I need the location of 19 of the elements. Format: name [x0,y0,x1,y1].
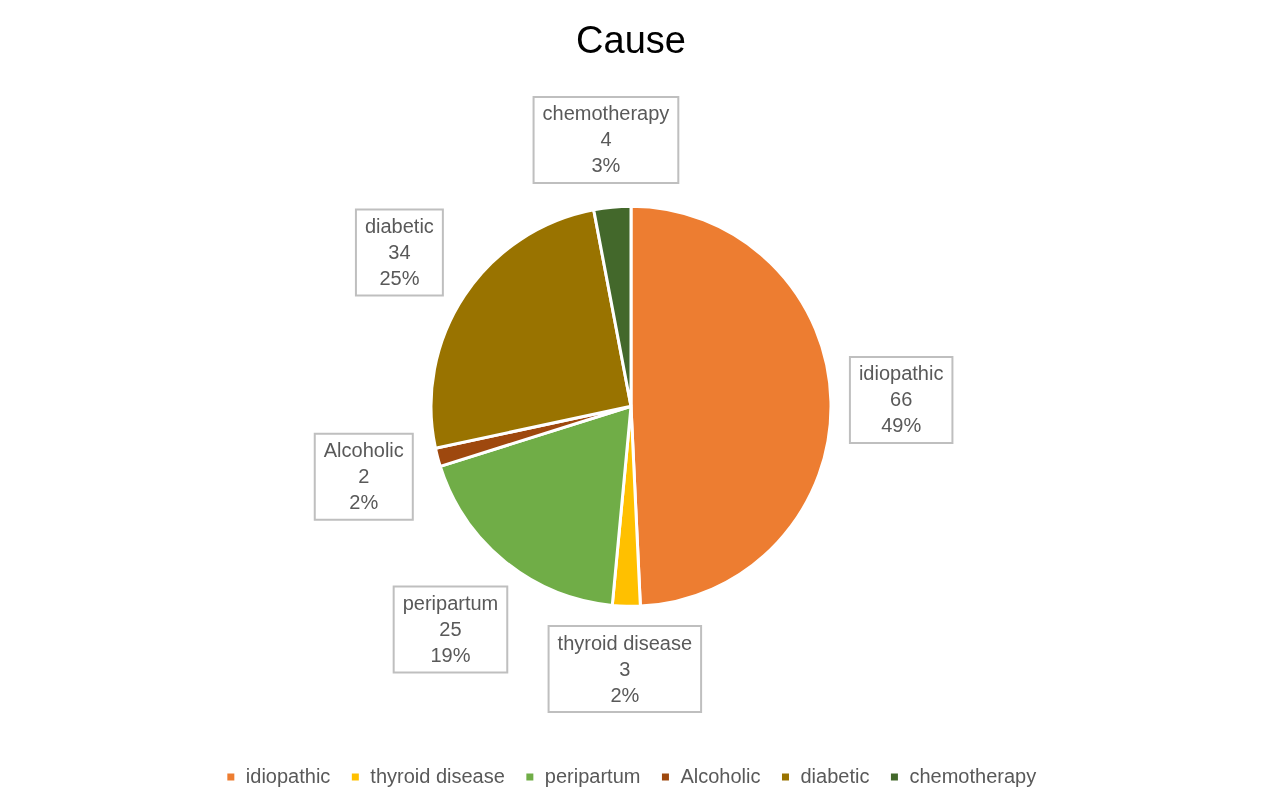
data-label: 3 2% [610,657,640,706]
legend-label: Alcoholic [680,764,761,787]
data-label: 2 2% [349,465,379,514]
data-label: 66 49% [881,388,922,437]
slice-label: Alcoholic [323,439,404,462]
data-label: 25 19% [430,618,471,667]
slice-label: thyroid disease [557,631,693,654]
slice-label: chemotherapy [542,102,670,125]
slice-label: idiopathic [858,362,944,385]
legend-label: chemotherapy [909,764,1037,787]
chart-title: Cause [576,19,686,62]
slice-label: peripartum [402,592,499,615]
legend-label: idiopathic [245,764,331,787]
legend-label: thyroid disease [370,764,505,787]
legend-label: diabetic [800,764,870,787]
data-label: 34 25% [379,241,420,290]
legend-label: peripartum [544,764,641,787]
data-label: 4 3% [591,128,621,177]
slice-label: diabetic [364,215,434,238]
